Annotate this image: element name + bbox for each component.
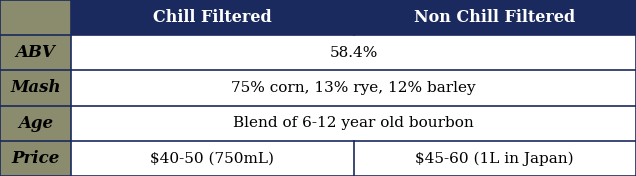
Bar xyxy=(0,0,71,176)
Text: $45-60 (1L in Japan): $45-60 (1L in Japan) xyxy=(415,151,574,166)
Text: Mash: Mash xyxy=(10,80,61,96)
Text: $40-50 (750mL): $40-50 (750mL) xyxy=(151,151,274,165)
Text: Price: Price xyxy=(11,150,60,167)
Text: Non Chill Filtered: Non Chill Filtered xyxy=(414,9,576,26)
Text: ABV: ABV xyxy=(16,44,55,61)
Bar xyxy=(71,70,636,106)
Text: Chill Filtered: Chill Filtered xyxy=(153,9,272,26)
Text: Age: Age xyxy=(18,115,53,132)
Text: Blend of 6-12 year old bourbon: Blend of 6-12 year old bourbon xyxy=(233,116,474,130)
Text: 58.4%: 58.4% xyxy=(329,46,378,60)
Bar xyxy=(71,35,636,70)
Bar xyxy=(71,0,636,35)
Text: 75% corn, 13% rye, 12% barley: 75% corn, 13% rye, 12% barley xyxy=(232,81,476,95)
Bar xyxy=(71,106,636,141)
Bar xyxy=(71,141,636,176)
